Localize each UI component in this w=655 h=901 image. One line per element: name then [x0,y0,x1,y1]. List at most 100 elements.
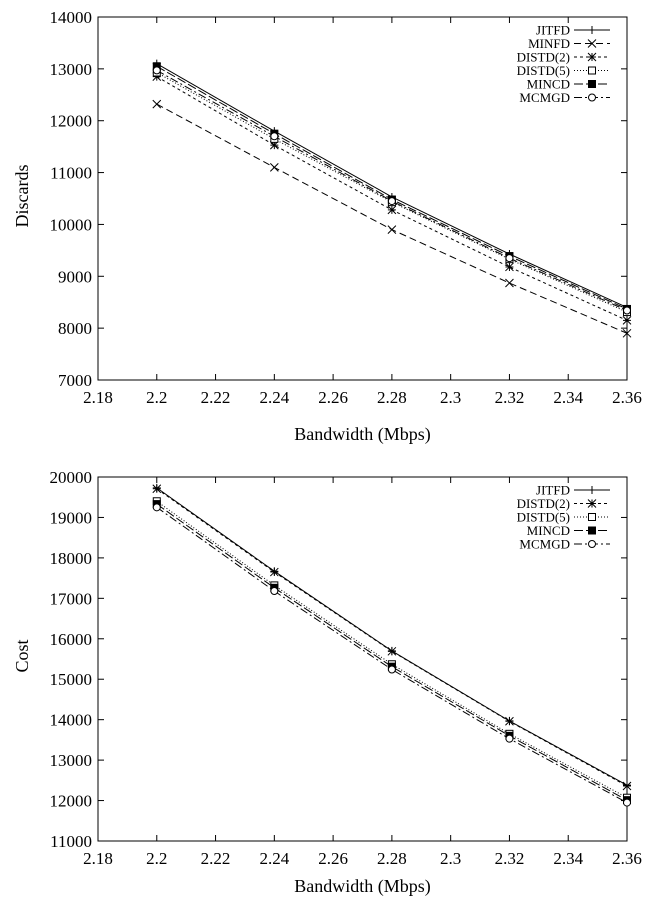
legend-marker [588,93,596,102]
legend-marker [588,513,596,521]
series-line-mcmgd [156,69,628,311]
point-mcmgd [387,197,396,206]
legend-entry-minfd: MINFD [528,36,610,51]
legend-label: MINCD [527,523,570,538]
point-mcmgd [152,503,161,512]
x-tick-label: 2.36 [612,849,642,868]
y-tick-label: 7000 [58,371,92,390]
x-tick-label: 2.18 [83,849,113,868]
point-mcmgd [623,306,631,315]
y-tick-label: 17000 [50,589,93,608]
series-line-distd-2 [156,488,628,787]
legend-label: MINCD [527,77,570,92]
legend-label: MINFD [528,36,570,51]
point-distd-2 [152,484,162,494]
x-tick-label: 2.22 [201,849,231,868]
plot-frame [97,476,628,842]
point-distd-2 [387,646,397,656]
x-tick-label: 2.24 [259,388,289,407]
legend-entry-distd-2: DISTD(2) [517,496,610,511]
legend-label: JITFD [536,23,570,38]
series-line-distd-5 [156,500,628,799]
legend-marker [587,499,597,508]
y-axis-label: Cost [12,639,32,672]
y-tick-label: 19000 [50,508,93,527]
x-tick-label: 2.18 [83,388,113,407]
point-minfd [622,328,632,338]
point-distd-2 [622,781,632,791]
x-tick-label: 2.28 [377,849,407,868]
legend-entry-mcmgd: MCMGD [519,537,610,552]
x-tick-label: 2.36 [612,388,642,407]
legend-label: MCMGD [519,537,570,552]
legend-marker [588,540,596,548]
point-mcmgd [270,587,279,596]
legend-marker [587,39,597,48]
x-tick-label: 2.3 [440,388,461,407]
series-distd-2 [152,484,632,791]
point-distd-2 [505,262,514,272]
point-minfd [152,99,162,109]
legend-marker [587,52,597,62]
y-tick-label: 18000 [50,549,93,568]
y-tick-label: 14000 [50,711,93,730]
cost-chart: 2.18 2.2 2.22 2.24 2.26 2.28 2.3 2.32 2.34 2.36 11… [12,468,642,897]
y-tick-label: 12000 [50,792,93,811]
legend-marker [588,486,596,494]
y-tick-label: 16000 [50,630,93,649]
legend-marker [588,26,596,34]
series-minfd [152,99,632,338]
series-distd-2 [152,72,632,325]
x-tick-label: 2.28 [377,388,407,407]
series-mcmgd [152,66,631,315]
y-axis-label: Discards [12,165,32,228]
series-line-distd-5 [156,72,628,313]
y-tick-label: 11000 [50,164,92,183]
series-line-mincd [156,503,628,801]
point-distd-2 [387,205,397,215]
legend-marker [588,66,596,75]
x-tick-label: 2.2 [146,388,167,407]
y-tick-label: 13000 [50,751,93,770]
series-line-mcmgd [156,506,628,804]
point-distd-2 [622,316,632,325]
series-mcmgd [152,503,631,807]
series-line-minfd [156,103,628,334]
legend-entry-mincd: MINCD [527,523,610,538]
x-tick-label: 2.32 [495,849,525,868]
point-minfd [505,278,514,288]
legend-entry-mincd: MINCD [527,77,610,92]
point-mcmgd [270,132,279,141]
point-distd-2 [269,140,279,150]
x-tick-label: 2.34 [553,388,583,407]
point-distd-2 [269,567,279,577]
point-minfd [387,225,397,234]
y-tick-label: 9000 [58,267,92,286]
legend-entry-jitfd: JITFD [536,483,610,498]
y-tick-label: 20000 [50,468,93,487]
legend-entry-distd-2: DISTD(2) [517,50,610,65]
plot-frame [97,16,628,381]
x-axis-label: Bandwidth (Mbps) [294,424,431,445]
legend-entry-distd-5: DISTD(5) [517,63,610,78]
legend-label: DISTD(5) [517,63,570,78]
legend-entry-mcmgd: MCMGD [519,90,610,105]
x-tick-label: 2.32 [495,388,525,407]
series-distd-5 [152,68,631,317]
legend-label: DISTD(2) [517,50,570,65]
y-tick-label: 12000 [50,112,93,131]
point-mcmgd [623,798,631,807]
point-mcmgd [505,254,514,263]
legend-entry-jitfd: JITFD [536,23,610,38]
x-tick-label: 2.34 [553,849,583,868]
point-minfd [269,163,279,172]
x-tick-label: 2.26 [318,388,348,407]
x-tick-label: 2.24 [259,849,289,868]
y-tick-label: 15000 [50,670,93,689]
point-mcmgd [505,734,514,743]
point-mcmgd [387,665,396,674]
legend-label: DISTD(5) [517,510,570,525]
legend-label: MCMGD [519,90,570,105]
legend-entry-distd-5: DISTD(5) [517,510,610,525]
legend-label: DISTD(2) [517,496,570,511]
